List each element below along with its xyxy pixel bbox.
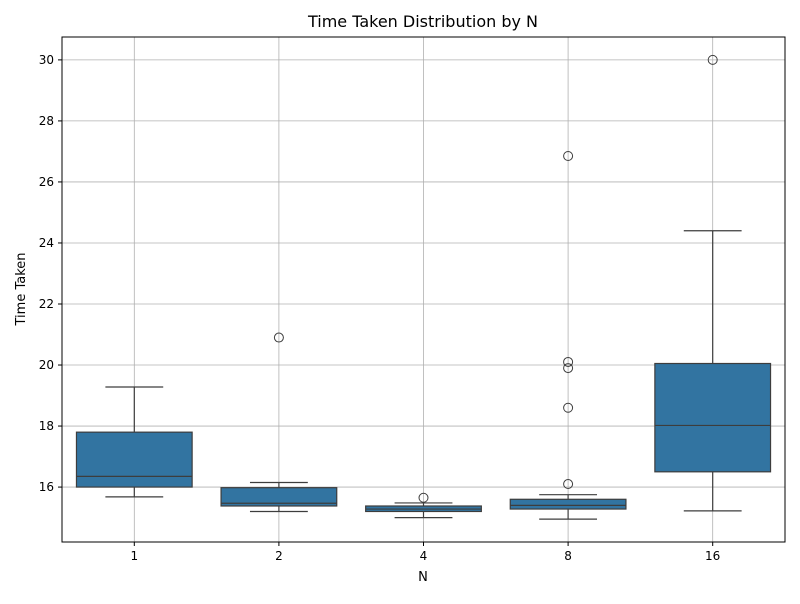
x-tick-label: 4 — [420, 549, 428, 563]
y-tick-label: 24 — [39, 236, 54, 250]
x-tick-label: 1 — [130, 549, 138, 563]
outlier-point — [418, 492, 429, 503]
outlier-point — [707, 54, 718, 65]
box-iqr — [509, 498, 627, 510]
outlier-point — [563, 151, 574, 162]
outlier-point — [563, 363, 574, 374]
grid-lines — [62, 37, 785, 542]
y-tick-label: 26 — [39, 175, 54, 189]
y-tick-label: 28 — [39, 114, 54, 128]
outlier-point — [563, 402, 574, 413]
box-iqr — [75, 431, 193, 488]
x-axis-label: N — [418, 570, 428, 585]
box-iqr — [220, 487, 338, 507]
y-tick-label: 18 — [39, 419, 54, 433]
boxes-layer — [75, 54, 772, 520]
y-tick-label: 20 — [39, 358, 54, 372]
x-tick-label: 16 — [705, 549, 720, 563]
y-axis-label: Time Taken — [14, 252, 29, 326]
outlier-point — [273, 332, 284, 343]
y-tick-label: 22 — [39, 297, 54, 311]
y-tick-label: 16 — [39, 480, 54, 494]
chart-title: Time Taken Distribution by N — [307, 12, 538, 31]
y-tick-label: 30 — [39, 53, 54, 67]
outlier-point — [563, 479, 574, 490]
x-tick-label: 8 — [564, 549, 572, 563]
box-iqr — [654, 362, 772, 473]
x-tick-label: 2 — [275, 549, 283, 563]
outlier-point — [563, 356, 574, 367]
